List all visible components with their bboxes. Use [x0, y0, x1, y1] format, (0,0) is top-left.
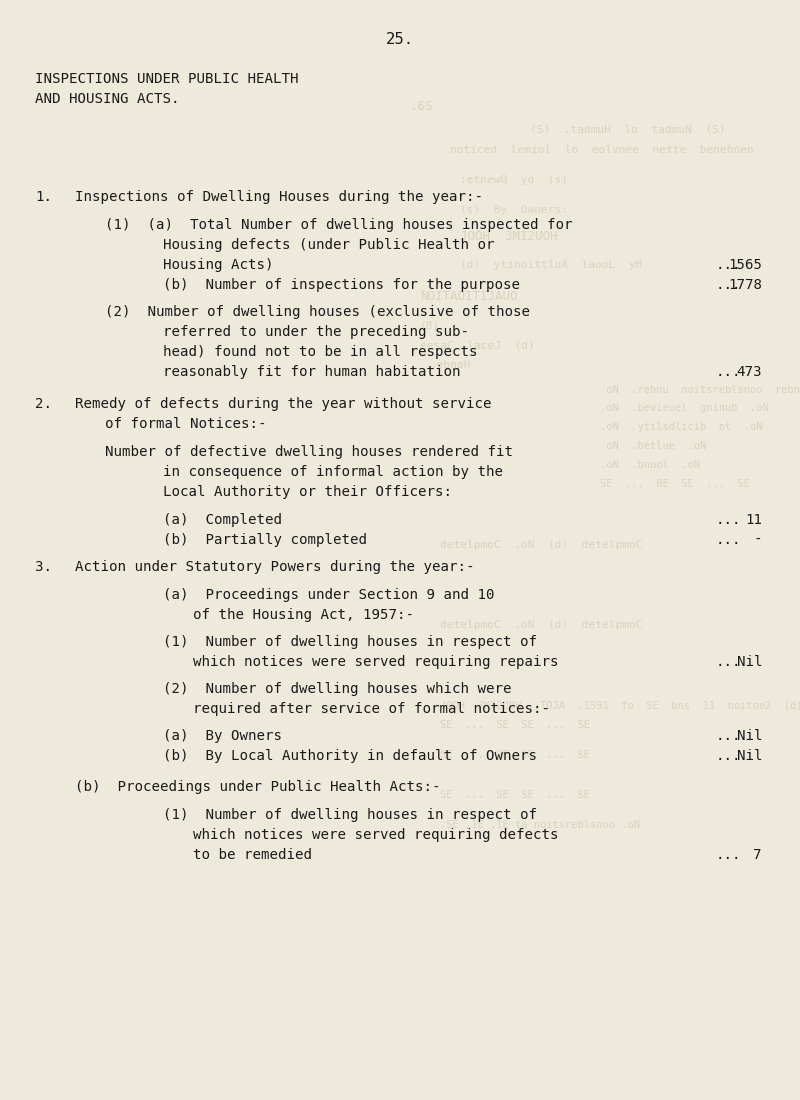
Text: SE  ...  SE  SE  ...  SE: SE ... SE SE ... SE [440, 720, 590, 730]
Text: (1)  Number of dwelling houses in respect of: (1) Number of dwelling houses in respect… [163, 635, 537, 649]
Text: (d)  ytinoittluA  laooL  yH: (d) ytinoittluA laooL yH [460, 260, 642, 270]
Text: Housing defects (under Public Health or: Housing defects (under Public Health or [163, 238, 494, 252]
Text: ...: ... [715, 654, 741, 669]
Text: (2)  Number of dwelling houses which were: (2) Number of dwelling houses which were [163, 682, 511, 696]
Text: ...: ... [715, 513, 741, 527]
Text: 3.: 3. [35, 560, 52, 574]
Text: (8): (8) [420, 320, 440, 330]
Text: (s)  By  Owners:: (s) By Owners: [460, 205, 568, 214]
Text: detelpmoC  .oN  (d)  detelpmoC: detelpmoC .oN (d) detelpmoC [440, 540, 642, 550]
Text: detelpmoC  .oN  (d)  detelpmoC: detelpmoC .oN (d) detelpmoC [440, 620, 642, 630]
Text: ...: ... [715, 258, 741, 272]
Text: .oN  .betlue  .oN: .oN .betlue .oN [600, 441, 706, 451]
Text: (2)  Number of dwelling houses (exclusive of those: (2) Number of dwelling houses (exclusive… [105, 305, 530, 319]
Text: 25.: 25. [386, 32, 414, 47]
Text: 11: 11 [745, 513, 762, 527]
Text: .6S: .6S [410, 100, 433, 113]
Text: Nil: Nil [737, 729, 762, 743]
Text: .SE ,1E ,1E ta noitsreblsnoo .oN: .SE ,1E ,1E ta noitsreblsnoo .oN [440, 820, 640, 830]
Text: eesaC  laceJ  (d): eesaC laceJ (d) [420, 340, 534, 350]
Text: Number of defective dwelling houses rendered fit: Number of defective dwelling houses rend… [105, 446, 513, 459]
Text: referred to under the preceding sub-: referred to under the preceding sub- [163, 324, 469, 339]
Text: SE  ...  SE  SE  ...  SE: SE ... SE SE ... SE [440, 790, 590, 800]
Text: required after service of formal notices:-: required after service of formal notices… [193, 702, 550, 716]
Text: 2.: 2. [35, 397, 52, 411]
Text: (a)  Proceedings under Section 9 and 10: (a) Proceedings under Section 9 and 10 [163, 588, 494, 602]
Text: (S)  .tadmuH  lo  tadmuN  (S): (S) .tadmuH lo tadmuN (S) [530, 125, 726, 135]
Text: (b)  Number of inspections for the purpose: (b) Number of inspections for the purpos… [163, 278, 520, 292]
Text: Nil: Nil [737, 654, 762, 669]
Text: (1)  Number of dwelling houses in respect of: (1) Number of dwelling houses in respect… [163, 808, 537, 822]
Text: (b)  Partially completed: (b) Partially completed [163, 534, 367, 547]
Text: Action under Statutory Powers during the year:-: Action under Statutory Powers during the… [75, 560, 474, 574]
Text: AND HOUSING ACTS.: AND HOUSING ACTS. [35, 92, 179, 106]
Text: Housing Acts): Housing Acts) [163, 258, 274, 272]
Text: 473: 473 [737, 365, 762, 380]
Text: of the Housing Act, 1957:-: of the Housing Act, 1957:- [193, 608, 414, 622]
Text: which notices were served requiring repairs: which notices were served requiring repa… [193, 654, 558, 669]
Text: head) found not to be in all respects: head) found not to be in all respects [163, 345, 478, 359]
Text: ...: ... [715, 729, 741, 743]
Text: Remedy of defects during the year without service: Remedy of defects during the year withou… [75, 397, 491, 411]
Text: .ebnaH: .ebnaH [430, 360, 470, 370]
Text: .oN  .rebnu  noitsreblsnoo  rebnu  .oN: .oN .rebnu noitsreblsnoo rebnu .oN [600, 385, 800, 395]
Text: JOOH  3MI2UOH: JOOH 3MI2UOH [460, 230, 558, 243]
Text: 7: 7 [754, 848, 762, 862]
Text: noticed  lemiol  lo  eolvnee  nette  benebnen: noticed lemiol lo eolvnee nette benebnen [450, 145, 754, 155]
Text: :etnewO  yd  (s): :etnewO yd (s) [460, 175, 568, 185]
Text: to be remedied: to be remedied [193, 848, 312, 862]
Text: reasonably fit for human habitation: reasonably fit for human habitation [163, 365, 461, 380]
Text: SE  ...  BE  SE  ...  SE: SE ... BE SE ... SE [600, 478, 750, 490]
Text: (a)  Completed: (a) Completed [163, 513, 282, 527]
Text: ...: ... [715, 749, 741, 763]
Text: (b)  Proceedings under Public Health Acts:-: (b) Proceedings under Public Health Acts… [75, 780, 441, 794]
Text: ...: ... [715, 848, 741, 862]
Text: in consequence of informal action by the: in consequence of informal action by the [163, 465, 503, 478]
Text: JOOH  3MI2UOH  ,TOJA  ,1591  fo  SE  bns  11  noitoe2  (d): JOOH 3MI2UOH ,TOJA ,1591 fo SE bns 11 no… [440, 700, 800, 710]
Text: which notices were served requiring defects: which notices were served requiring defe… [193, 828, 558, 842]
Text: Local Authority or their Officers:: Local Authority or their Officers: [163, 485, 452, 499]
Text: NOITAOITIJAUO: NOITAOITIJAUO [420, 290, 518, 303]
Text: (b)  By Local Authority in default of Owners: (b) By Local Authority in default of Own… [163, 749, 537, 763]
Text: -: - [754, 534, 762, 547]
Text: Nil: Nil [737, 749, 762, 763]
Text: 1565: 1565 [728, 258, 762, 272]
Text: INSPECTIONS UNDER PUBLIC HEALTH: INSPECTIONS UNDER PUBLIC HEALTH [35, 72, 298, 86]
Text: SE  ...  SE  SE  ...  SE: SE ... SE SE ... SE [440, 750, 590, 760]
Text: .oN  .bevieoel  gninub  .oN: .oN .bevieoel gninub .oN [600, 403, 769, 412]
Text: ...: ... [715, 534, 741, 547]
Text: .oN  .ytilsdlicib  ot  .oN: .oN .ytilsdlicib ot .oN [600, 422, 762, 432]
Text: of formal Notices:-: of formal Notices:- [105, 417, 266, 431]
Text: 1778: 1778 [728, 278, 762, 292]
Text: .oN  .bnuol  .oN: .oN .bnuol .oN [600, 460, 700, 470]
Text: ...: ... [715, 278, 741, 292]
Text: 1.: 1. [35, 190, 52, 204]
Text: ...: ... [715, 365, 741, 380]
Text: (1)  (a)  Total Number of dwelling houses inspected for: (1) (a) Total Number of dwelling houses … [105, 218, 573, 232]
Text: (a)  By Owners: (a) By Owners [163, 729, 282, 743]
Text: Inspections of Dwelling Houses during the year:-: Inspections of Dwelling Houses during th… [75, 190, 483, 204]
